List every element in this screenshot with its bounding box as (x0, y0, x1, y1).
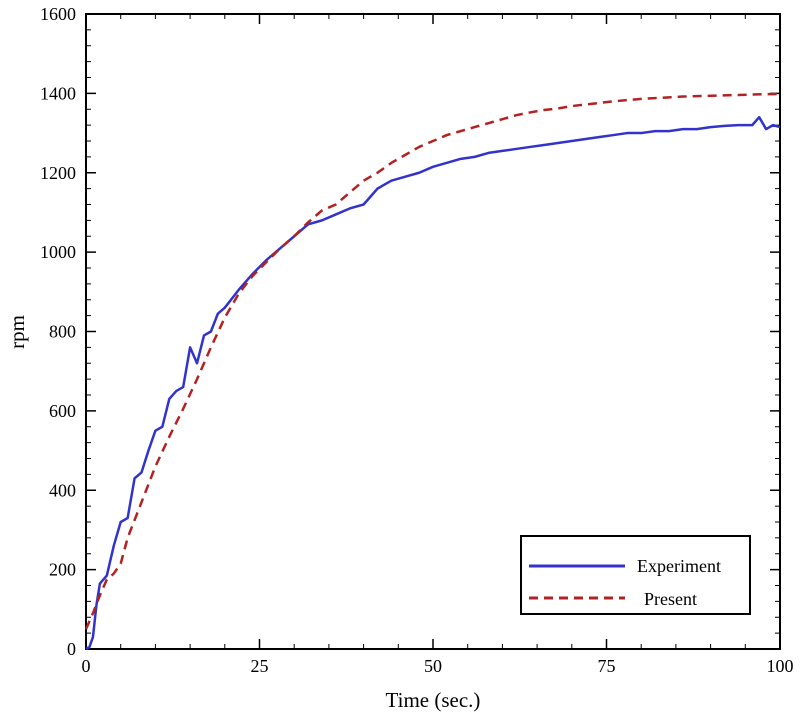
series-layer (84, 92, 781, 651)
y-tick-label: 1600 (40, 4, 76, 24)
y-tick-label: 0 (67, 639, 76, 659)
x-tick-label: 0 (82, 656, 91, 676)
y-tick-label: 200 (49, 560, 76, 580)
y-tick-label: 600 (49, 401, 76, 421)
series-line-experiment (85, 115, 781, 651)
y-tick-label: 400 (49, 480, 76, 500)
x-tick-label: 75 (598, 656, 616, 676)
x-tick-label: 100 (767, 656, 794, 676)
legend: Experiment Present (520, 535, 751, 615)
y-axis-title: rpm (5, 315, 29, 349)
y-tick-label: 800 (49, 322, 76, 342)
legend-label-present: Present (644, 589, 697, 609)
legend-label-experiment: Experiment (637, 556, 721, 576)
x-tick-label: 50 (424, 656, 442, 676)
y-tick-label: 1000 (40, 242, 76, 262)
legend-box (520, 535, 751, 615)
x-tick-label: 25 (251, 656, 269, 676)
y-tick-label: 1400 (40, 83, 76, 103)
axis-ticks (85, 13, 781, 650)
y-tick-label: 1200 (40, 163, 76, 183)
x-axis-title: Time (sec.) (386, 688, 481, 712)
